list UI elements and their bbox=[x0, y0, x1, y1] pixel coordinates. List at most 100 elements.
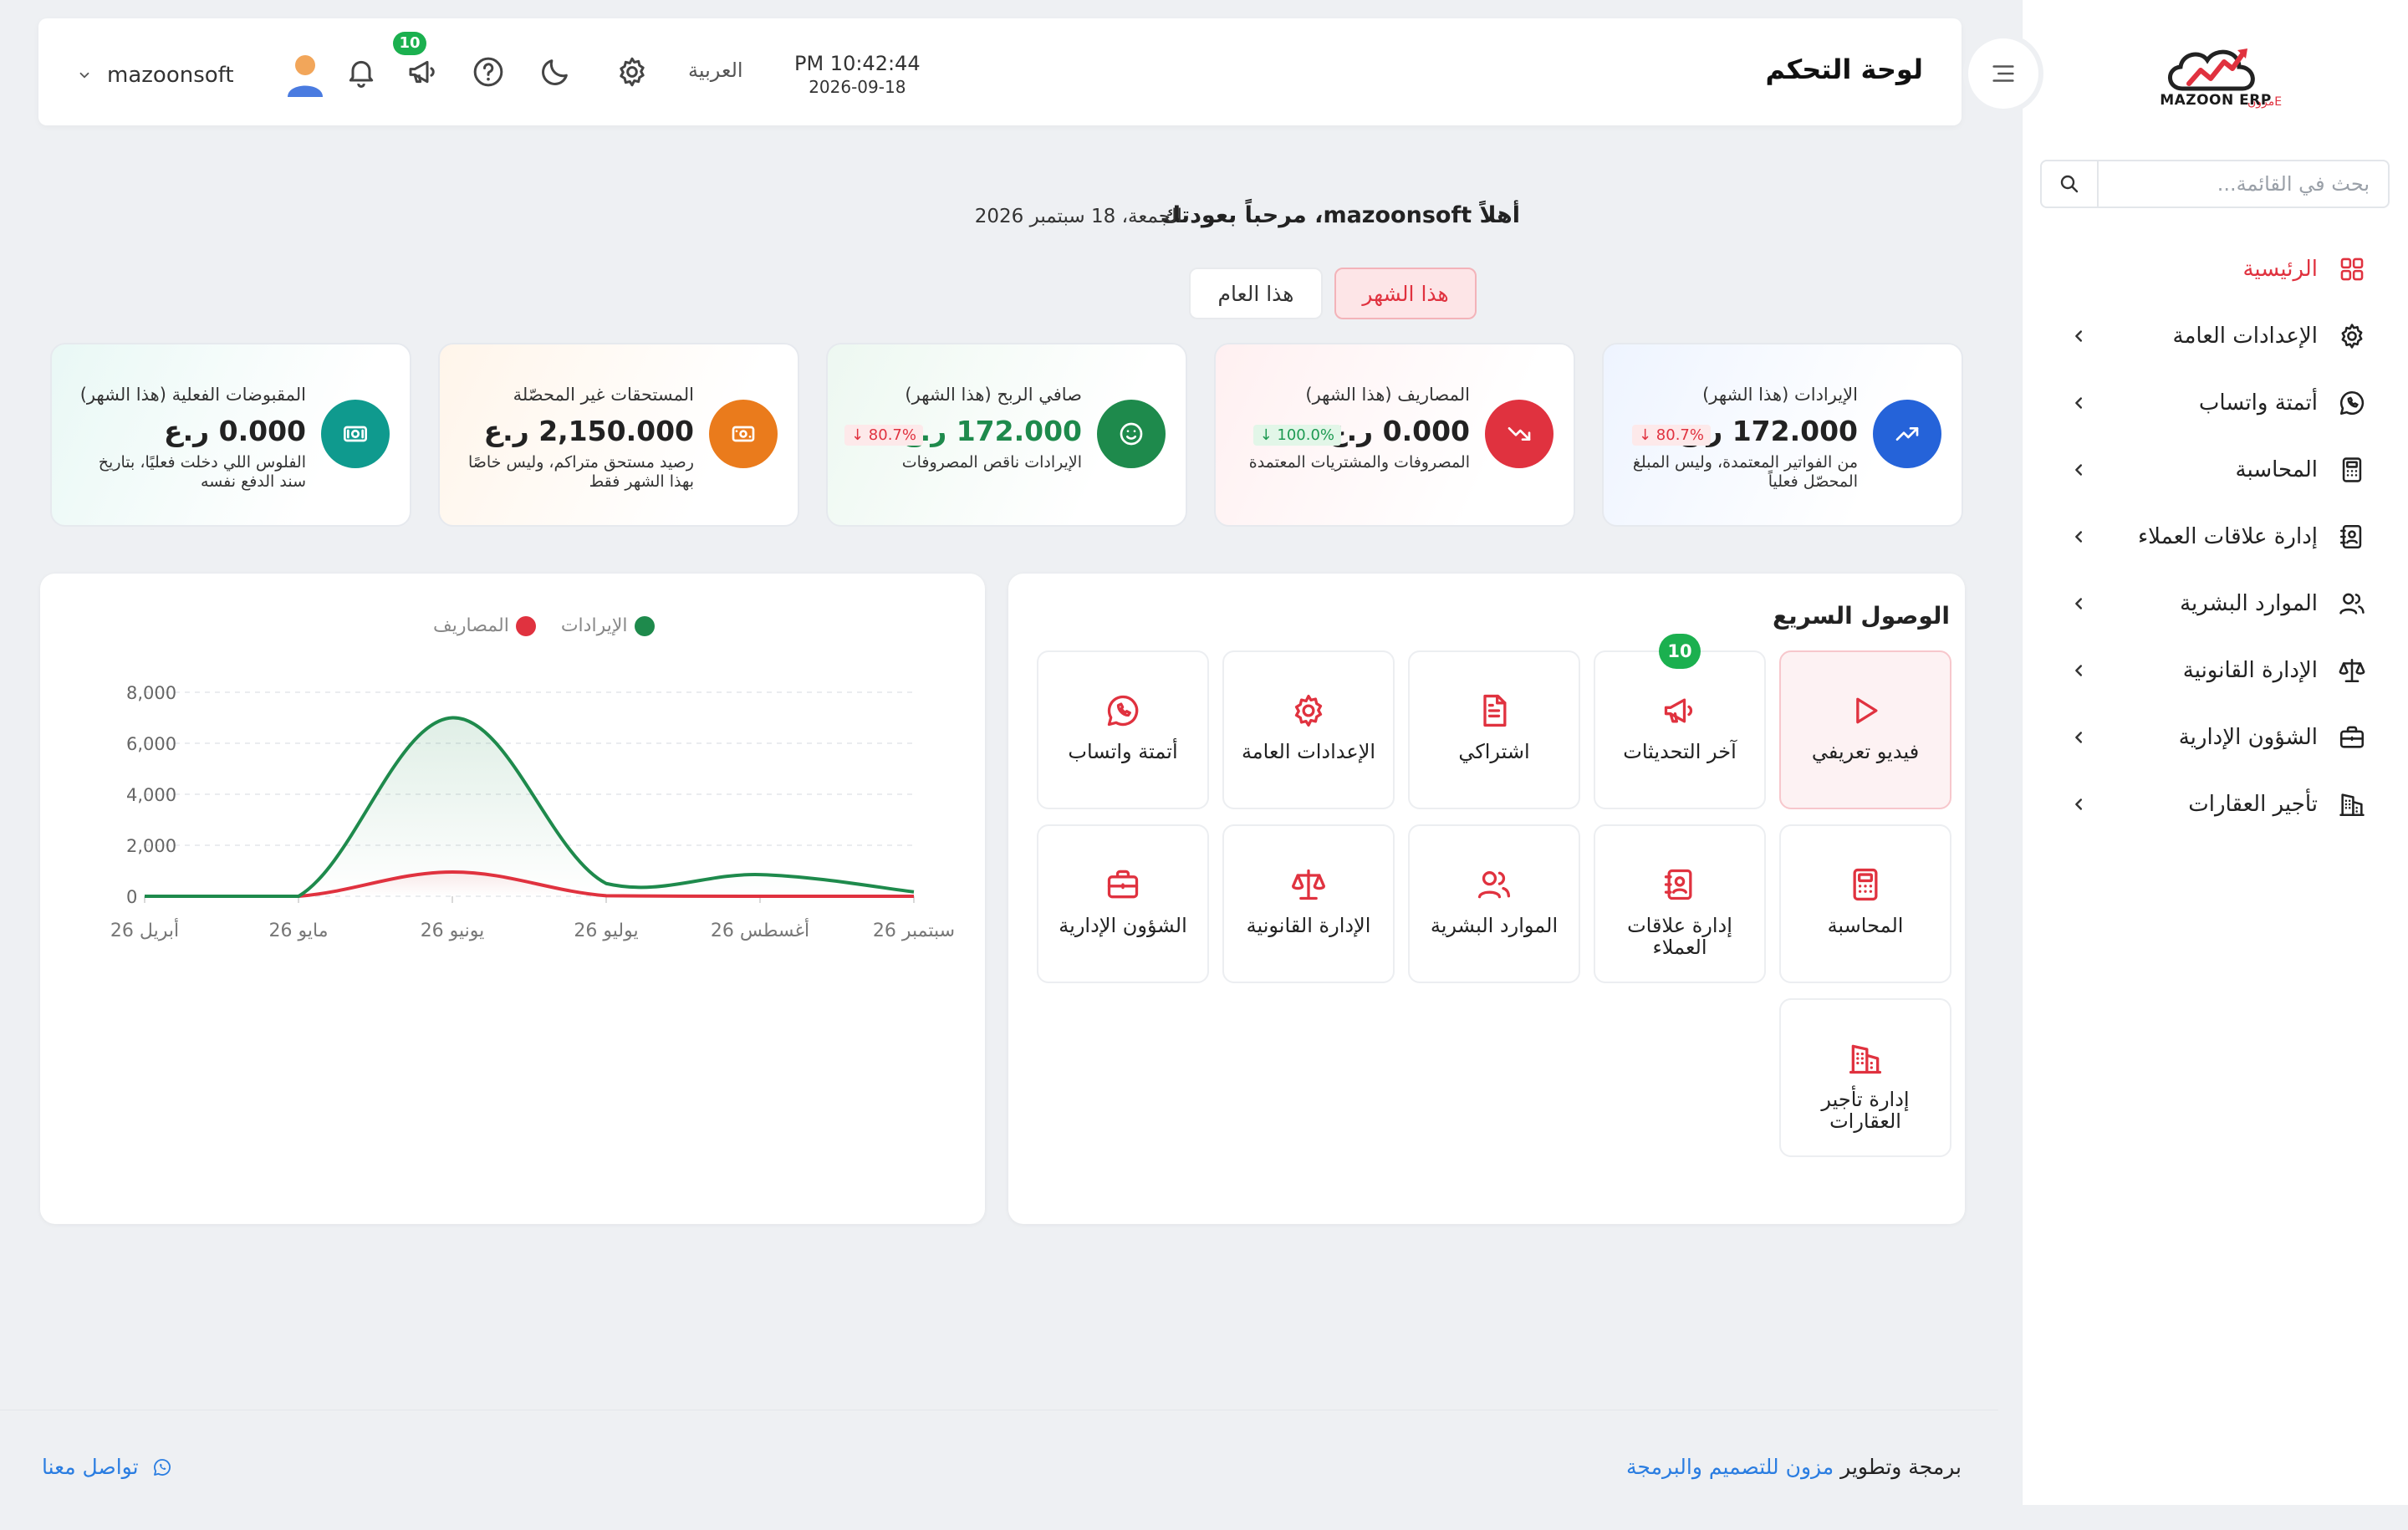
smile-icon bbox=[1120, 422, 1143, 446]
bell-icon[interactable] bbox=[344, 55, 378, 89]
search-icon bbox=[2060, 175, 2079, 193]
announcements-badge: 10 bbox=[393, 32, 426, 55]
gear-icon[interactable] bbox=[615, 55, 649, 89]
top-bar: لوحة التحكم PM 10:42:44 2026-09-18 العرب… bbox=[38, 18, 1962, 125]
sidebar-item-1[interactable]: الإعدادات العامة bbox=[2022, 303, 2408, 370]
range-this-month-button[interactable]: هذا الشهر bbox=[1334, 268, 1477, 319]
tile-label: إدارة تأجير العقارات bbox=[1821, 1088, 1910, 1133]
chart-legend: الإيرادات المصاريف bbox=[408, 615, 655, 636]
tile-label: المحاسبة bbox=[1827, 914, 1904, 937]
brand-name: MAZOON ERP bbox=[2160, 92, 2272, 109]
whatsapp-icon bbox=[2339, 390, 2365, 416]
range-this-year-button[interactable]: هذا العام bbox=[1189, 268, 1323, 319]
user-menu[interactable]: mazoonsoft bbox=[77, 52, 326, 99]
kpi-subtitle: المصروفات والمشتريات المعتمدة bbox=[1248, 453, 1470, 472]
legend-swatch bbox=[515, 615, 536, 636]
quick-tile-0[interactable]: فيديو تعريفي bbox=[1779, 650, 1951, 809]
sidebar-item-3[interactable]: المحاسبة bbox=[2022, 436, 2408, 503]
sidebar-item-5[interactable]: الموارد البشرية bbox=[2022, 570, 2408, 637]
clock-time: PM 10:42:44 bbox=[794, 52, 921, 75]
quick-access-panel: الوصول السريع فيديو تعريفي 10 آخر التحديثا… bbox=[1008, 574, 1965, 1224]
sidebar-item-6[interactable]: الإدارة القانونية bbox=[2022, 637, 2408, 704]
legend-item-0[interactable]: الإيرادات bbox=[561, 615, 655, 636]
sidebar-item-0[interactable]: الرئيسية bbox=[2022, 236, 2408, 303]
x-tick-label: يونيو 26 bbox=[421, 921, 485, 941]
chevron-left-icon bbox=[2075, 598, 2083, 609]
quick-tile-4[interactable]: أتمتة واتساب bbox=[1037, 650, 1209, 809]
calculator-icon bbox=[1853, 868, 1878, 901]
kpi-icon bbox=[1873, 400, 1941, 468]
legend-label: المصاريف bbox=[433, 615, 509, 636]
series-area-0 bbox=[145, 717, 914, 896]
quick-tile-7[interactable]: الموارد البشرية bbox=[1408, 824, 1580, 983]
quick-tile-10[interactable]: إدارة تأجير العقارات bbox=[1779, 998, 1951, 1157]
quick-tile-9[interactable]: الشؤون الإدارية bbox=[1037, 824, 1209, 983]
briefcase-icon bbox=[1107, 870, 1139, 899]
menu-toggle-button[interactable] bbox=[1963, 33, 2043, 114]
sidebar-item-4[interactable]: إدارة علاقات العملاء bbox=[2022, 503, 2408, 570]
moon-icon[interactable] bbox=[538, 55, 572, 89]
chevron-down-icon bbox=[79, 72, 89, 79]
kpi-delta-badge: ↓ 100.0% bbox=[1252, 425, 1341, 446]
legend-item-1[interactable]: المصاريف bbox=[433, 615, 536, 636]
sidebar-item-label: تأجير العقارات bbox=[2188, 792, 2318, 817]
sidebar-item-7[interactable]: الشؤون الإدارية bbox=[2022, 704, 2408, 771]
contact-us-link[interactable]: تواصل معنا bbox=[42, 1455, 172, 1479]
username: mazoonsoft bbox=[107, 63, 234, 88]
credit-link[interactable]: مزون للتصميم والبرمجة bbox=[1626, 1455, 1834, 1479]
x-tick-label: يوليو 26 bbox=[574, 921, 638, 941]
sidebar-item-label: المحاسبة bbox=[2235, 457, 2318, 482]
menu-search-input[interactable] bbox=[2099, 161, 2388, 207]
tile-label: الإعدادات العامة bbox=[1241, 740, 1376, 763]
sidebar-item-label: أتمتة واتساب bbox=[2198, 390, 2318, 416]
kpi-subtitle: الإيرادات ناقص المصروفات bbox=[901, 453, 1082, 472]
tile-label: أتمتة واتساب bbox=[1068, 740, 1178, 763]
sidebar-item-8[interactable]: تأجير العقارات bbox=[2022, 771, 2408, 838]
trend-up-icon bbox=[1895, 427, 1919, 441]
gear-icon bbox=[1294, 694, 1323, 727]
sidebar-item-label: إدارة علاقات العملاء bbox=[2137, 524, 2318, 549]
kpi-delta-badge: ↓ 80.7% bbox=[844, 425, 923, 446]
kpi-subtitle: من الفواتير المعتمدة، وليس المبلغ المحصّ… bbox=[1632, 453, 1858, 491]
x-tick-label: سبتمبر 26 bbox=[873, 921, 955, 941]
series-area-1 bbox=[145, 872, 914, 896]
legend-swatch bbox=[634, 615, 655, 636]
language-switch[interactable]: العربية bbox=[688, 59, 743, 82]
avatar bbox=[287, 55, 323, 97]
quick-tile-6[interactable]: إدارة علاقات العملاء bbox=[1594, 824, 1766, 983]
sidebar-item-label: الموارد البشرية bbox=[2180, 591, 2318, 616]
chevron-left-icon bbox=[2075, 798, 2083, 810]
today-date: الجمعة، 18 سبتمبر 2026 bbox=[974, 206, 1182, 227]
quick-tile-5[interactable]: المحاسبة bbox=[1779, 824, 1951, 983]
footer-credit: برمجة وتطوير مزون للتصميم والبرمجة bbox=[1626, 1455, 1962, 1479]
tile-badge: 10 bbox=[1659, 634, 1701, 669]
tile-label: فيديو تعريفي bbox=[1811, 740, 1920, 763]
x-tick-label: مايو 26 bbox=[269, 921, 329, 941]
search-button[interactable] bbox=[2042, 161, 2099, 207]
kpi-card-1: المصاريف (هذا الشهر) 0.000 ر.ع ↓ 100.0% الم… bbox=[1214, 343, 1575, 527]
quick-tile-8[interactable]: الإدارة القانونية bbox=[1222, 824, 1395, 983]
quick-tile-2[interactable]: اشتراكي bbox=[1408, 650, 1580, 809]
kpi-subtitle: رصيد مستحق متراكم، وليس خاصًا بهذا الشهر… bbox=[467, 453, 694, 491]
legend-label: الإيرادات bbox=[560, 615, 628, 636]
x-tick-label: أبريل 26 bbox=[110, 918, 179, 941]
revenue-expenses-chart: 0 2,000 4,000 6,000 8,000 أبريل 26 مايو 26 يوني… bbox=[110, 683, 955, 941]
kpi-title: المقبوضات الفعلية (هذا الشهر) bbox=[79, 385, 306, 405]
quick-tile-1[interactable]: 10 آخر التحديثات bbox=[1594, 634, 1766, 809]
chevron-left-icon bbox=[2075, 665, 2083, 676]
sidebar-item-2[interactable]: أتمتة واتساب bbox=[2022, 370, 2408, 436]
quick-tile-3[interactable]: الإعدادات العامة bbox=[1222, 650, 1395, 809]
kpi-card-0: الإيرادات (هذا الشهر)172.000 ر.ع↓ 80.7%م… bbox=[1602, 343, 1963, 527]
chevron-left-icon bbox=[2075, 531, 2083, 543]
contacts-icon bbox=[2339, 524, 2362, 549]
kpi-title: المستحقات غير المحصّلة bbox=[513, 385, 694, 405]
grid-icon bbox=[2340, 258, 2364, 281]
sidebar-item-label: الشؤون الإدارية bbox=[2178, 725, 2318, 750]
clock: PM 10:42:44 2026-09-18 bbox=[794, 52, 921, 97]
megaphone-icon[interactable] bbox=[406, 55, 440, 89]
chevron-left-icon bbox=[2075, 464, 2083, 476]
help-icon[interactable] bbox=[472, 55, 505, 89]
kpi-card-4: المقبوضات الفعلية (هذا الشهر) 0.000 ر.ع ال… bbox=[50, 343, 411, 527]
tile-label: آخر التحديثات bbox=[1623, 740, 1737, 763]
tile-label: الإدارة القانونية bbox=[1246, 914, 1371, 937]
